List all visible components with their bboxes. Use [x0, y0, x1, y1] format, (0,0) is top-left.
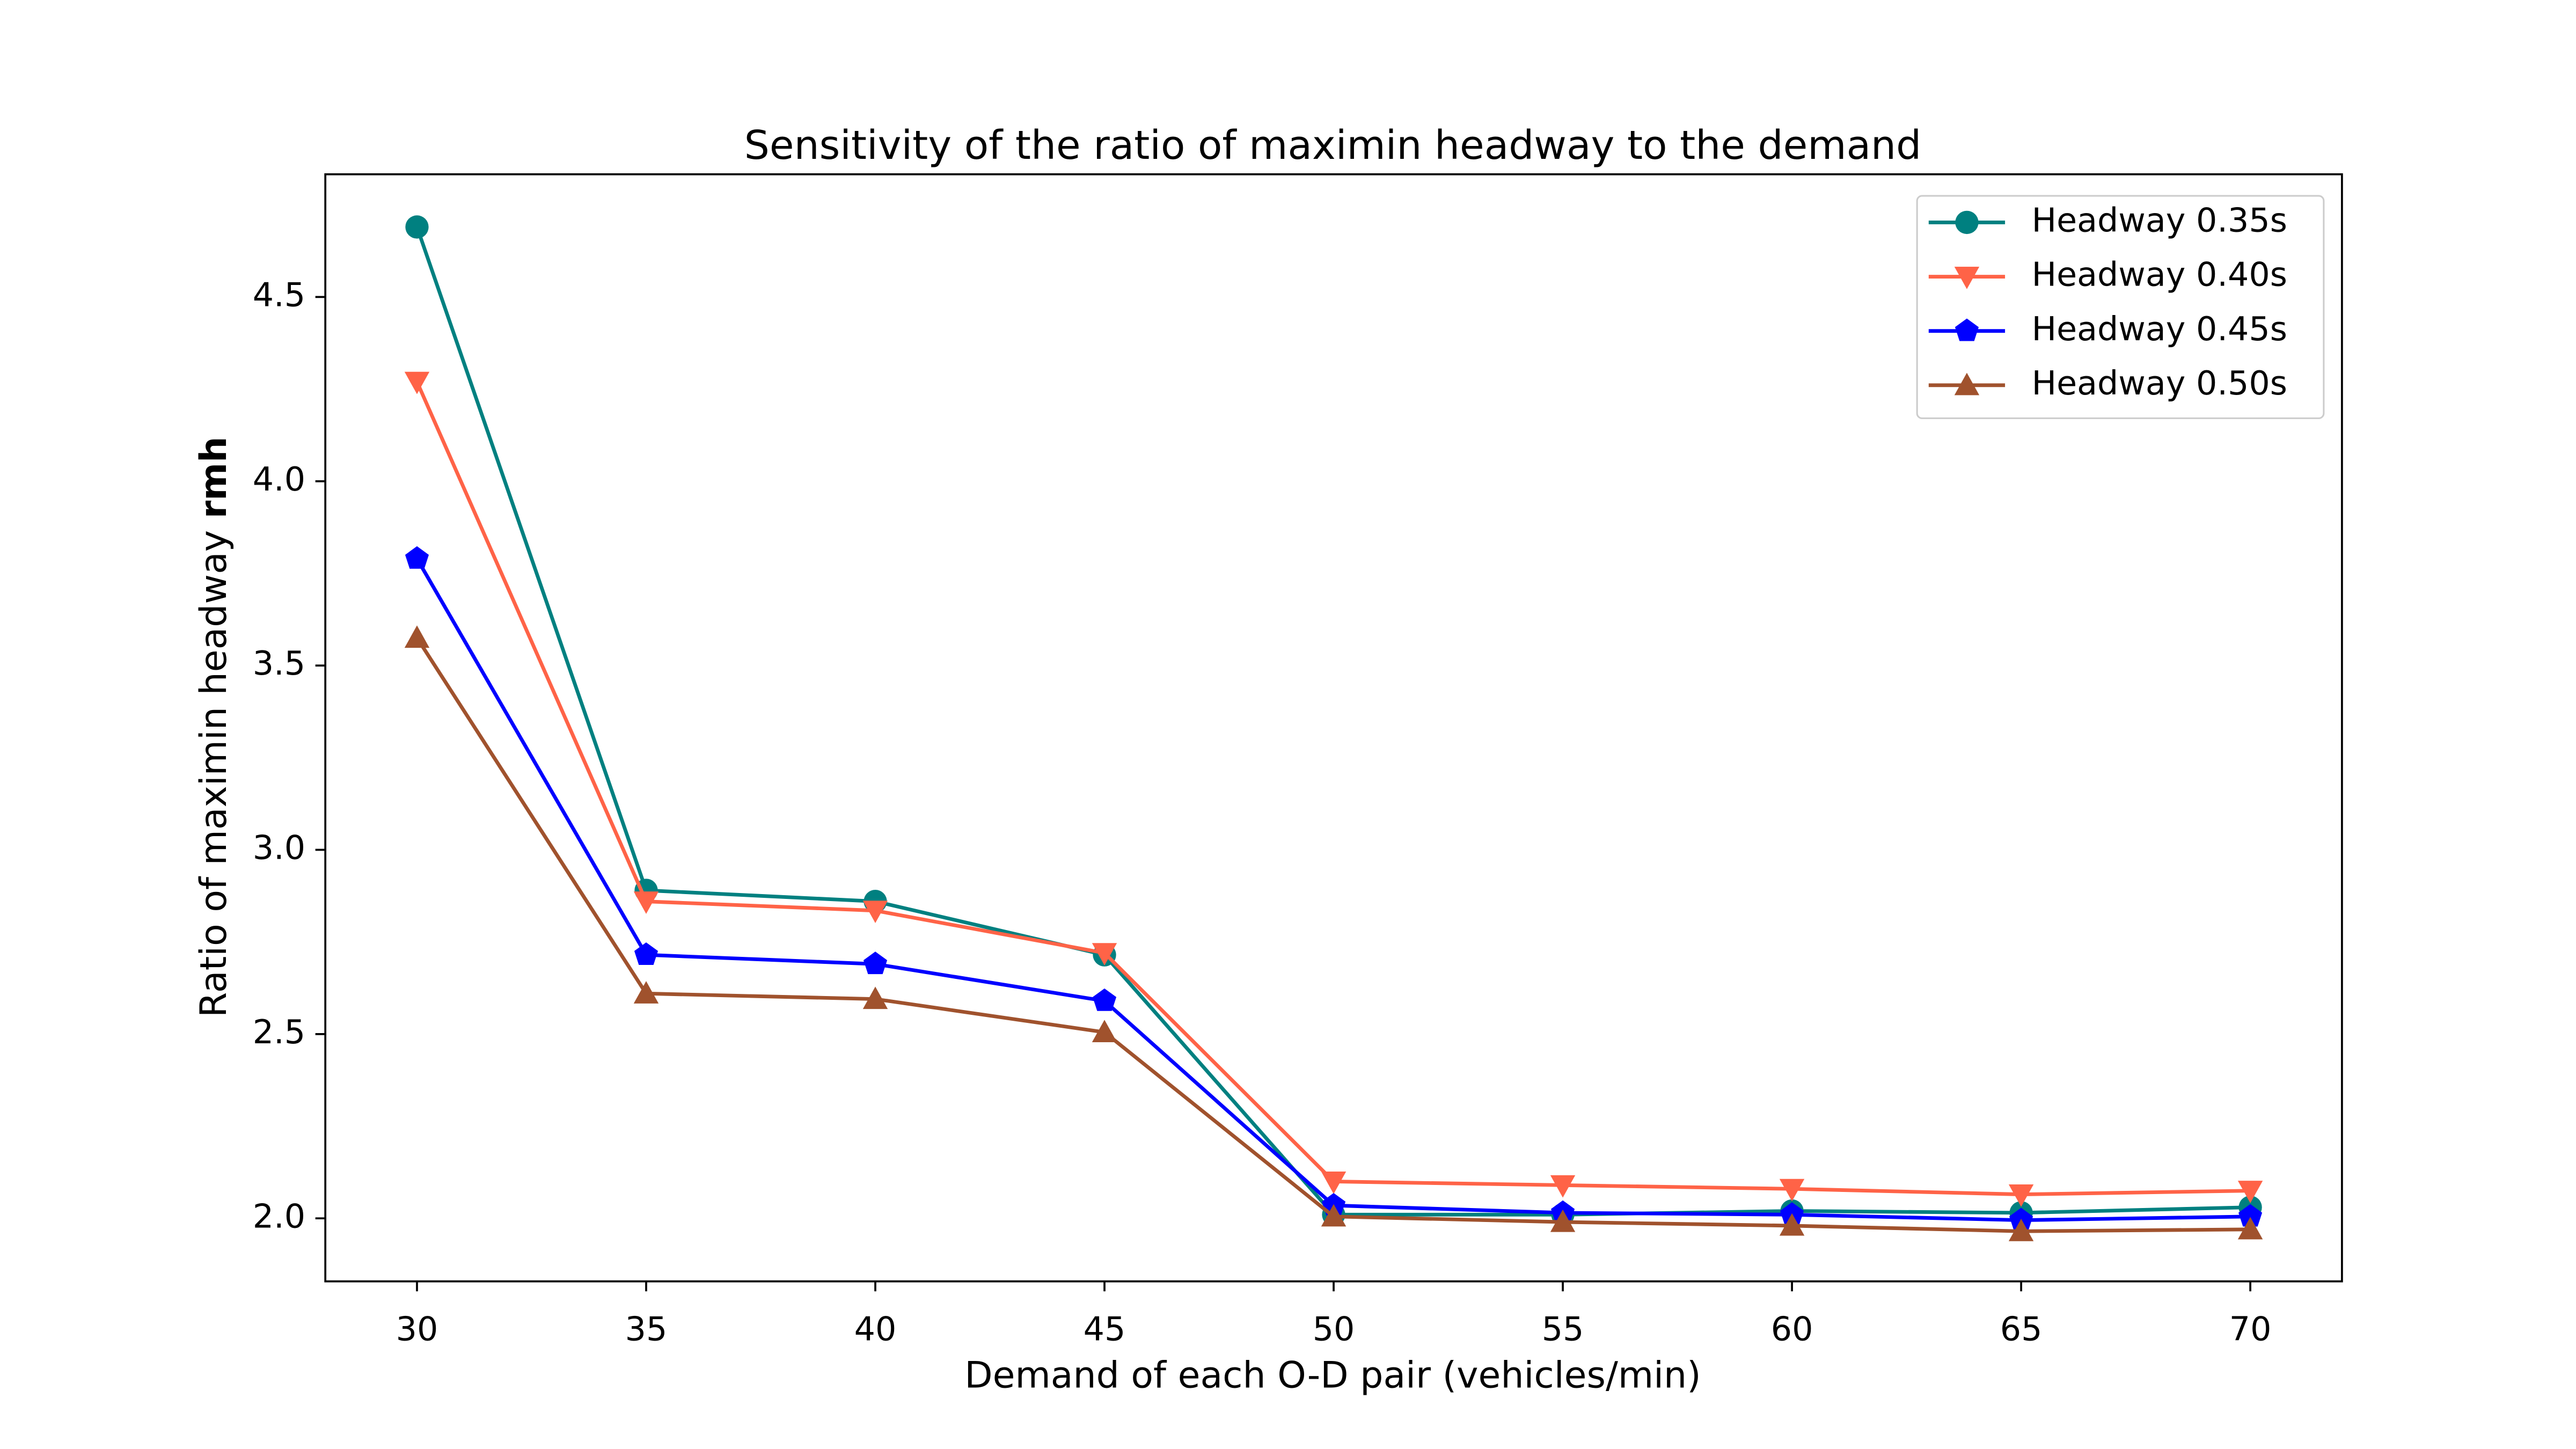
marker — [1955, 210, 1979, 235]
marker — [1550, 1175, 1576, 1198]
marker — [1954, 372, 1980, 396]
legend-label: Headway 0.50s — [2032, 364, 2287, 402]
x-tick-label: 45 — [1084, 1309, 1126, 1348]
legend-label: Headway 0.40s — [2032, 255, 2287, 294]
x-tick-label: 35 — [625, 1309, 668, 1348]
y-tick-label: 2.0 — [253, 1197, 305, 1235]
marker — [633, 891, 659, 914]
plot-frame — [324, 173, 2343, 1283]
x-tick-label: 40 — [854, 1309, 897, 1348]
chart-title: Sensitivity of the ratio of maximin head… — [744, 122, 1921, 169]
marker — [1779, 1179, 1805, 1202]
x-axis-label: Demand of each O-D pair (vehicles/min) — [964, 1355, 1701, 1397]
y-tick-label: 4.5 — [253, 275, 305, 314]
legend-label: Headway 0.35s — [2032, 201, 2287, 240]
y-axis-label: Ratio of maximin headway rmh — [193, 436, 235, 1017]
y-axis-label-bold: rmh — [193, 436, 235, 518]
marker — [1092, 1020, 1117, 1042]
marker — [862, 901, 888, 923]
marker — [1955, 318, 1979, 341]
legend-box — [1916, 195, 2325, 419]
y-tick-label: 3.0 — [253, 829, 305, 867]
marker — [405, 546, 429, 569]
marker — [404, 371, 430, 394]
marker — [2237, 1181, 2263, 1203]
marker — [2008, 1184, 2034, 1207]
marker — [405, 215, 429, 239]
marker — [2008, 1219, 2034, 1241]
marker — [2237, 1217, 2263, 1240]
x-tick-label: 70 — [2229, 1309, 2272, 1348]
marker — [634, 942, 658, 965]
marker — [1321, 1204, 1346, 1227]
x-tick-label: 55 — [1542, 1309, 1584, 1348]
x-tick-label: 30 — [396, 1309, 438, 1348]
marker — [1092, 988, 1117, 1011]
marker — [862, 986, 888, 1009]
y-axis-label-text: Ratio of maximin headway — [193, 530, 235, 1018]
marker — [1550, 1209, 1576, 1232]
marker — [1321, 1171, 1346, 1194]
y-tick-label: 2.5 — [253, 1013, 305, 1051]
marker — [2238, 1204, 2263, 1227]
x-tick-label: 60 — [1771, 1309, 1813, 1348]
y-tick-label: 3.5 — [253, 644, 305, 683]
marker — [633, 981, 659, 1004]
marker — [404, 625, 430, 648]
marker — [1092, 943, 1117, 965]
x-tick-label: 65 — [2000, 1309, 2043, 1348]
legend-label: Headway 0.45s — [2032, 310, 2287, 348]
marker — [863, 952, 888, 975]
y-tick-label: 4.0 — [253, 460, 305, 499]
marker — [1779, 1213, 1805, 1236]
marker — [1954, 267, 1980, 289]
x-tick-label: 50 — [1313, 1309, 1355, 1348]
